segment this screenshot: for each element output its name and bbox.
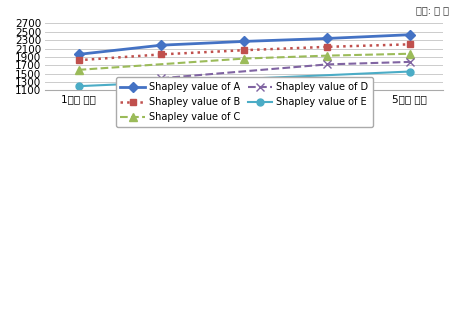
Shapley value of A xyxy=(158,43,164,47)
Legend: Shapley value of A, Shapley value of B, Shapley value of C, Shapley value of D, : Shapley value of A, Shapley value of B, … xyxy=(115,77,373,127)
Shapley value of D xyxy=(324,63,330,66)
Shapley value of B xyxy=(324,45,330,49)
Shapley value of B xyxy=(241,48,247,52)
Shapley value of C xyxy=(324,54,330,58)
Shapley value of C xyxy=(241,57,247,60)
Shapley value of D xyxy=(407,60,413,64)
Shapley value of D xyxy=(158,76,164,80)
Line: Shapley value of D: Shapley value of D xyxy=(157,58,414,82)
Shapley value of A xyxy=(76,52,82,56)
Shapley value of B xyxy=(407,42,413,46)
Shapley value of C xyxy=(76,68,82,72)
Shapley value of A xyxy=(407,33,413,37)
Line: Shapley value of C: Shapley value of C xyxy=(74,50,414,74)
Shapley value of B xyxy=(158,52,164,56)
Shapley value of A xyxy=(241,40,247,43)
Line: Shapley value of A: Shapley value of A xyxy=(75,31,413,58)
Shapley value of C xyxy=(407,52,413,56)
Shapley value of A xyxy=(324,37,330,40)
Line: Shapley value of B: Shapley value of B xyxy=(75,41,413,64)
Shapley value of B xyxy=(76,58,82,62)
Text: 단위: 만 원: 단위: 만 원 xyxy=(416,5,449,15)
